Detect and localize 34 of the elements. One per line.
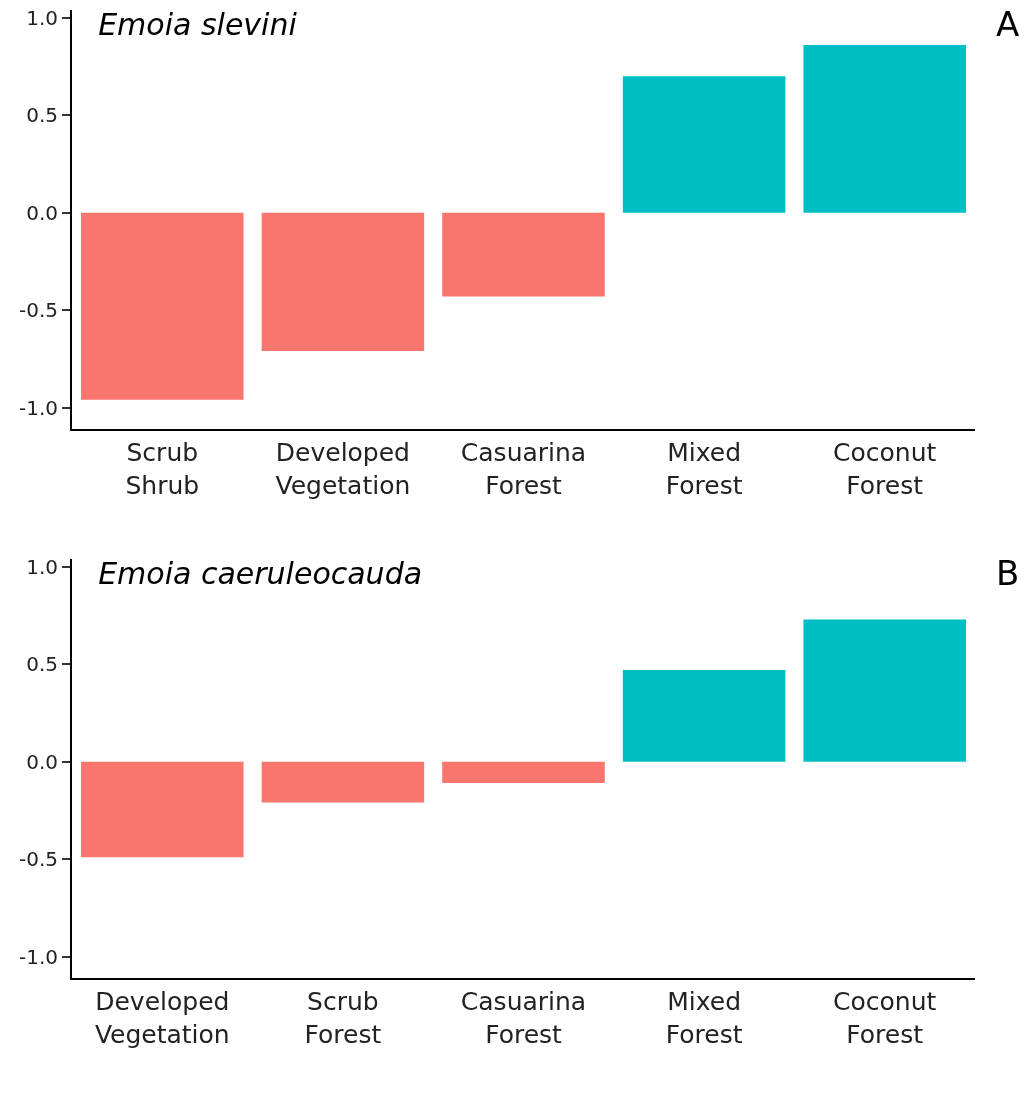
y-tick-label: 0.0 <box>26 200 58 225</box>
bar <box>622 76 786 213</box>
y-tick-label: 0.5 <box>26 103 58 128</box>
x-tick-label: Coconut Forest <box>833 438 937 500</box>
y-tick-label: 1.0 <box>26 554 58 579</box>
bar <box>803 619 966 762</box>
bar <box>803 45 966 213</box>
y-tick-label: 0.5 <box>26 652 58 677</box>
x-tick-label: Casuarina Forest <box>460 438 587 500</box>
x-tick-label: Mixed Forest <box>665 438 743 500</box>
bar <box>261 212 425 352</box>
text: A <box>996 4 1020 44</box>
y-tick-label: -0.5 <box>18 847 58 872</box>
chart-title: Emoia slevini <box>98 6 298 42</box>
x-tick-label: Mixed Forest <box>665 987 743 1049</box>
x-tick-label: Coconut Forest <box>833 987 937 1049</box>
x-tick-label: Casuarina Forest <box>460 987 587 1049</box>
bar <box>81 761 244 858</box>
bar <box>261 761 425 803</box>
bar <box>81 212 244 400</box>
y-tick-label: 0.0 <box>26 749 58 774</box>
bar <box>622 670 786 762</box>
y-tick-label: -0.5 <box>18 298 58 323</box>
bar <box>442 212 605 297</box>
chart-title: Emoia caeruleocauda <box>98 555 423 591</box>
x-tick-label: Developed Vegetation <box>94 987 230 1049</box>
y-tick-label: -1.0 <box>18 944 58 969</box>
text: B <box>996 553 1020 593</box>
y-tick-label: -1.0 <box>18 395 58 420</box>
x-tick-label: Scrub Forest <box>304 987 382 1049</box>
bar <box>442 761 605 784</box>
x-tick-label: Scrub Shrub <box>125 438 200 500</box>
x-tick-label: Developed Vegetation <box>275 438 411 500</box>
y-tick-label: 1.0 <box>26 5 58 30</box>
